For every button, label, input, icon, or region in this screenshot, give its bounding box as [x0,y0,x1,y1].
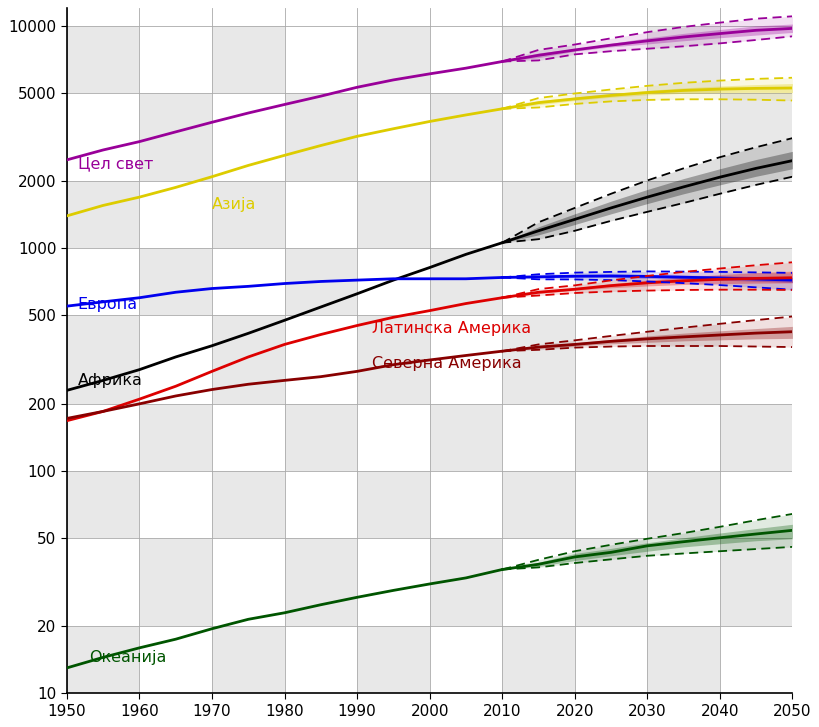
Text: Африка: Африка [78,373,143,388]
Text: Европа: Европа [78,297,138,312]
Text: Северна Америка: Северна Америка [371,356,521,371]
Text: Океанија: Океанија [88,650,165,665]
Text: Азија: Азија [212,197,256,212]
Text: Латинска Америка: Латинска Америка [371,321,530,337]
Text: Цел свет: Цел свет [78,156,153,172]
